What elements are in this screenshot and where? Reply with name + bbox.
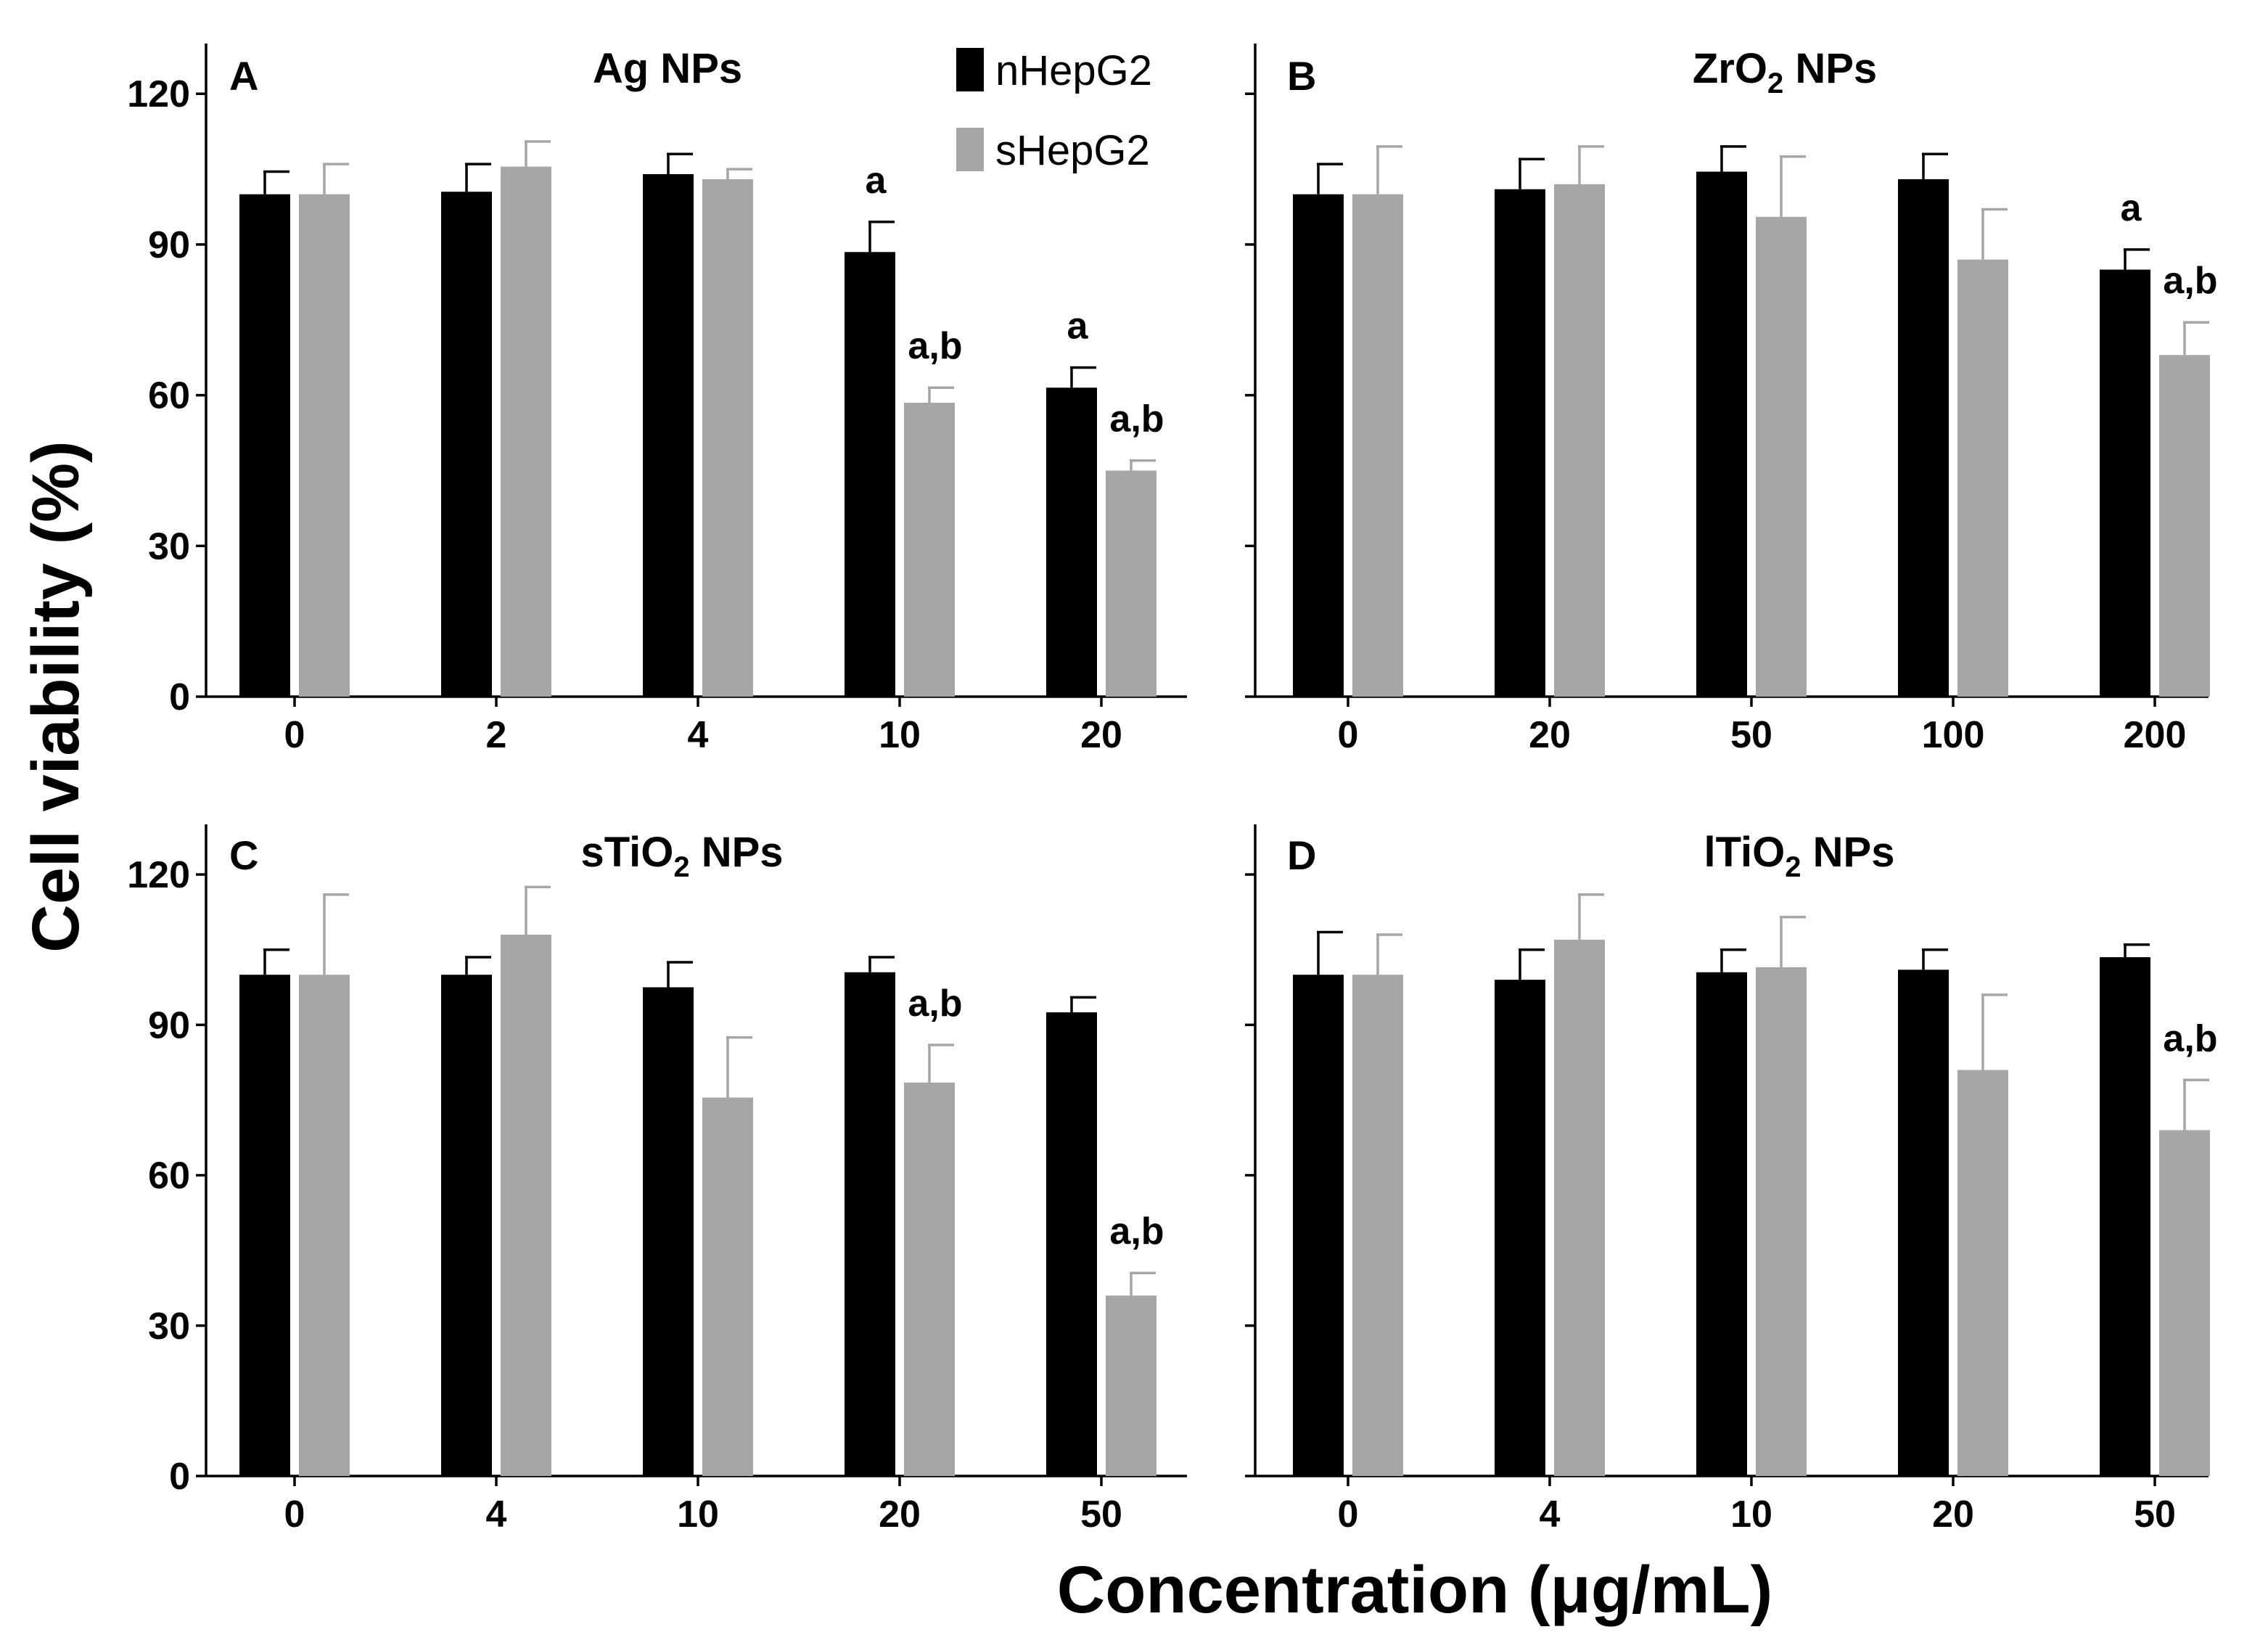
x-tick-label: 10 [677,1493,719,1536]
y-tick-label: 0 [169,1456,190,1498]
bar-nhepg2 [1898,969,1949,1476]
bar-nhepg2 [845,252,895,697]
x-tick-label: 4 [1540,1493,1561,1536]
x-tick-label: 0 [1338,714,1359,756]
x-tick-label: 10 [1730,1493,1772,1536]
legend-swatch-nhepg2 [956,48,984,91]
significance-label: a [2121,187,2142,229]
bar-nhepg2 [2100,957,2150,1476]
bar-shepg2 [501,934,551,1476]
y-tick-label: 120 [127,854,190,896]
y-tick-label: 90 [148,1004,190,1046]
bar-shepg2 [1756,216,1807,697]
x-tick-label: 0 [284,714,305,756]
bar-shepg2 [904,403,955,697]
significance-label: a,b [908,983,962,1025]
y-axis-title: Cell viability (%) [19,440,93,953]
x-axis-title: Concentration (μg/mL) [1057,1553,1772,1627]
bar-nhepg2 [1495,980,1545,1476]
y-tick-label: 30 [148,1305,190,1348]
x-tick-label: 100 [1922,714,1985,756]
legend-label-nhepg2: nHepG2 [995,47,1152,94]
legend-label-shepg2: sHepG2 [995,127,1150,174]
bar-nhepg2 [1046,1012,1097,1476]
bar-nhepg2 [1898,179,1949,697]
legend: nHepG2 sHepG2 [956,47,1152,174]
bar-nhepg2 [1696,171,1747,697]
significance-label: a,b [908,325,962,367]
bar-shepg2 [702,1097,753,1476]
bar-shepg2 [501,166,551,697]
bar-nhepg2 [441,975,492,1476]
panel-title-c: sTiO2 NPs [580,829,783,883]
panel-letter-a: A [229,53,258,99]
bar-shepg2 [2159,355,2210,697]
x-tick-label: 200 [2124,714,2187,756]
bar-shepg2 [1352,194,1403,697]
bar-shepg2 [299,975,350,1476]
y-tick-label: 120 [127,73,190,115]
bar-shepg2 [1957,259,2008,697]
panel-letter-b: B [1287,53,1316,99]
y-tick-label: 60 [148,375,190,417]
panel-b: 0 20 50 100 200 a a,b B ZrO2 NPs [1245,44,2218,756]
panel-title-a: Ag NPs [593,45,742,92]
bar-nhepg2 [1046,388,1097,697]
significance-label: a,b [2163,260,2217,302]
y-tick-label: 60 [148,1155,190,1197]
bar-nhepg2 [2100,269,2150,697]
bar-shepg2 [1957,1070,2008,1476]
panel-letter-d: D [1287,832,1316,878]
x-tick-label: 4 [688,714,709,756]
x-tick-label: 20 [879,1493,921,1536]
bar-shepg2 [1756,967,1807,1476]
bar-shepg2 [702,179,753,697]
x-tick-label: 50 [1080,1493,1122,1536]
panel-c: 0 30 60 90 120 0 4 10 20 50 a,b a,b C sTiO2 NPs [127,824,1187,1536]
x-tick-label: 2 [486,714,507,756]
panel-letter-c: C [229,832,258,878]
significance-label: a,b [1109,398,1164,440]
x-tick-label: 50 [1730,714,1772,756]
bar-shepg2 [1554,939,1605,1476]
x-tick-label: 0 [1338,1493,1359,1536]
y-tick-label: 30 [148,525,190,567]
x-tick-label: 20 [1932,1493,1974,1536]
bar-shepg2 [1352,975,1403,1476]
x-tick-label: 4 [486,1493,507,1536]
bar-nhepg2 [643,987,694,1476]
x-tick-label: 20 [1080,714,1122,756]
significance-label: a [1067,306,1089,348]
bar-nhepg2 [1293,975,1344,1476]
bar-nhepg2 [239,975,290,1476]
significance-label: a [866,160,887,202]
y-tick-label: 90 [148,224,190,266]
legend-swatch-shepg2 [956,128,984,171]
bar-shepg2 [904,1082,955,1476]
bar-shepg2 [1106,470,1156,697]
bar-nhepg2 [845,972,895,1476]
x-tick-label: 50 [2134,1493,2176,1536]
bar-nhepg2 [1696,972,1747,1476]
panel-title-d: lTiO2 NPs [1704,829,1895,883]
panel-title-b: ZrO2 NPs [1693,45,1877,99]
bar-shepg2 [2159,1130,2210,1476]
panel-d: 0 4 10 20 50 a,b D lTiO2 NPs [1245,824,2218,1536]
x-tick-label: 10 [879,714,921,756]
significance-label: a,b [2163,1017,2217,1059]
bar-nhepg2 [239,194,290,697]
panel-a: 0 30 60 90 120 0 2 4 10 20 a a,b a a,b A Ag NPs [127,44,1187,756]
bar-shepg2 [1554,184,1605,697]
bar-nhepg2 [441,192,492,697]
x-tick-label: 0 [284,1493,305,1536]
y-tick-label: 0 [169,676,190,718]
bar-nhepg2 [1293,194,1344,697]
bar-shepg2 [299,194,350,697]
bar-shepg2 [1106,1295,1156,1476]
x-tick-label: 20 [1529,714,1571,756]
bar-nhepg2 [1495,189,1545,697]
bar-nhepg2 [643,174,694,697]
significance-label: a,b [1109,1210,1164,1253]
